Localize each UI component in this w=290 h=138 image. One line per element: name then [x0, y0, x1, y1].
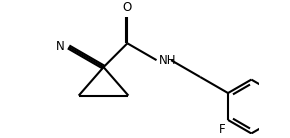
Text: N: N: [56, 40, 65, 53]
Text: F: F: [219, 123, 225, 136]
Text: NH: NH: [159, 54, 176, 67]
Text: O: O: [123, 1, 132, 14]
